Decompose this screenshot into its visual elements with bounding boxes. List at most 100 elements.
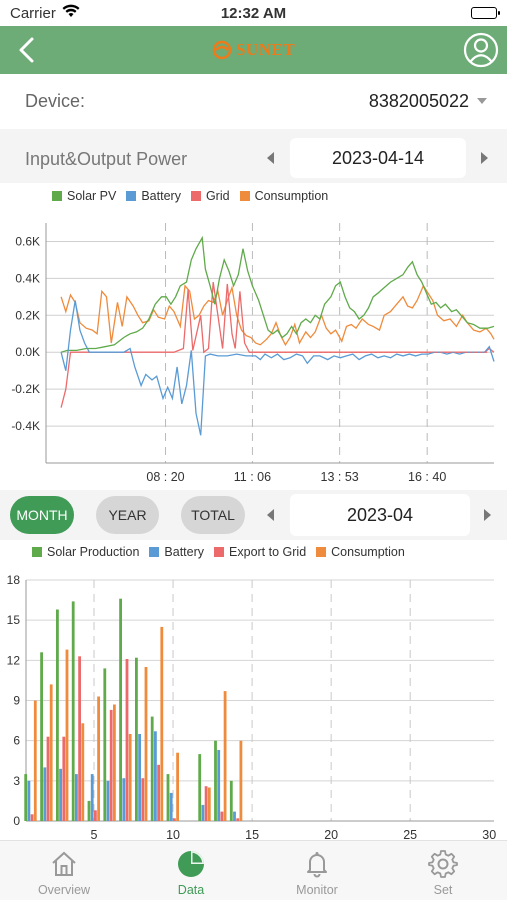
- y-tick-label: 18: [7, 573, 21, 587]
- bar-export-to-grid: [141, 778, 145, 821]
- bar-battery: [122, 778, 126, 821]
- series-line-solar-pv: [60, 235, 495, 353]
- x-tick-label: 5: [91, 828, 98, 840]
- total-button[interactable]: TOTAL: [181, 496, 245, 534]
- bar-export-to-grid: [157, 764, 160, 821]
- bar-consumption: [128, 734, 132, 821]
- bar-solar-production: [56, 609, 59, 821]
- y-tick-label: 0.4K: [15, 271, 40, 285]
- legend-solar-pv: Solar PV: [52, 189, 116, 203]
- dropdown-caret-icon[interactable]: [477, 98, 487, 104]
- bar-export-to-grid: [236, 818, 240, 821]
- prev-day-icon[interactable]: [267, 152, 274, 164]
- bar-solar-production: [198, 754, 202, 821]
- chevron-left-icon: [19, 37, 34, 63]
- clock: 12:32 AM: [220, 5, 287, 22]
- bottom-tab-bar: Overview Data Monitor Set: [0, 840, 507, 900]
- bar-export-to-grid: [78, 656, 81, 821]
- y-tick-label: 0.2K: [15, 308, 40, 322]
- next-day-icon[interactable]: [481, 152, 488, 164]
- legend-solar-production: Solar Production: [32, 545, 139, 559]
- carrier-label: Carrier: [10, 5, 56, 22]
- x-tick-label: 25: [403, 828, 417, 840]
- bar-export-to-grid: [204, 786, 208, 821]
- bar-battery: [233, 811, 236, 821]
- bar-consumption: [223, 691, 227, 821]
- tab-monitor[interactable]: Monitor: [262, 849, 372, 897]
- y-tick-label: 12: [7, 653, 21, 667]
- bar-solar-production: [119, 598, 122, 821]
- tab-overview[interactable]: Overview: [9, 849, 119, 897]
- bar-consumption: [176, 752, 179, 821]
- battery-icon: [471, 7, 500, 19]
- day-date-picker[interactable]: 2023-04-14: [290, 138, 466, 178]
- logo-text: SUNET: [236, 40, 296, 59]
- gear-icon: [428, 850, 458, 878]
- status-bar: Carrier 12:32 AM: [0, 0, 507, 26]
- device-selector[interactable]: Device: 8382005022: [0, 74, 507, 129]
- bar-consumption: [81, 723, 85, 821]
- legend-battery: Battery: [149, 545, 204, 559]
- back-button[interactable]: [14, 34, 40, 66]
- tab-set-label: Set: [433, 883, 453, 897]
- home-icon: [52, 851, 76, 876]
- tab-data-label: Data: [177, 883, 205, 897]
- bar-solar-production: [135, 657, 138, 821]
- tab-data[interactable]: Data: [136, 849, 246, 897]
- x-tick-label: 08 : 20: [146, 470, 184, 484]
- user-profile-button[interactable]: [463, 32, 499, 68]
- series-line-battery: [60, 300, 495, 436]
- bell-icon: [307, 852, 327, 878]
- bar-export-to-grid: [220, 811, 224, 821]
- bar-consumption: [239, 740, 243, 821]
- bar-export-to-grid: [109, 709, 113, 821]
- device-id[interactable]: 8382005022: [368, 91, 469, 111]
- bar-solar-production: [214, 740, 217, 821]
- x-tick-label: 16 : 40: [408, 470, 446, 484]
- bar-battery: [201, 804, 205, 821]
- month-date-picker[interactable]: 2023-04: [290, 494, 470, 536]
- next-month-icon[interactable]: [484, 509, 491, 521]
- bar-battery: [27, 780, 31, 821]
- bar-export-to-grid: [30, 814, 34, 821]
- bar-export-to-grid: [173, 818, 176, 821]
- bar-export-to-grid: [46, 736, 50, 821]
- legend-battery: Battery: [126, 189, 181, 203]
- bar-export-to-grid: [125, 659, 129, 821]
- x-tick-label: 15: [245, 828, 259, 840]
- bar-battery: [169, 792, 173, 821]
- bar-consumption: [97, 696, 100, 821]
- power-line-chart: Solar PV Battery Grid Consumption -0.4K -…: [0, 183, 507, 490]
- prev-month-icon[interactable]: [267, 509, 274, 521]
- legend-export-to-grid: Export to Grid: [214, 545, 306, 559]
- bar-battery: [75, 774, 78, 821]
- bar-solar-production: [87, 800, 91, 821]
- y-tick-label: 6: [13, 734, 20, 748]
- bar-battery: [43, 767, 47, 821]
- tab-overview-label: Overview: [37, 883, 91, 897]
- y-tick-label: -0.4K: [11, 419, 40, 433]
- tab-set[interactable]: Set: [388, 849, 498, 897]
- series-line-consumption: [60, 284, 495, 347]
- bar-battery: [59, 768, 62, 821]
- sunet-logo: SUNET: [212, 39, 295, 61]
- x-tick-label: 13 : 53: [321, 470, 359, 484]
- bar-battery: [106, 780, 110, 821]
- line-chart-plot: -0.4K -0.2K 0.0K 0.2K 0.4K 0.6K 08 : 20 11 : 06…: [11, 223, 495, 484]
- bar-battery: [154, 731, 157, 821]
- bar-chart-plot: 0 3 6 9 12 15 18 5 10 15 20 25 30: [7, 573, 497, 840]
- power-header: Input&Output Power 2023-04-14: [0, 133, 507, 183]
- bar-consumption: [49, 684, 53, 821]
- energy-bar-chart: Solar Production Battery Export to Grid …: [0, 540, 507, 840]
- year-button[interactable]: YEAR: [96, 496, 159, 534]
- bar-consumption: [65, 649, 69, 821]
- y-tick-label: 9: [13, 694, 20, 708]
- pie-chart-icon: [178, 851, 204, 877]
- bar-consumption: [113, 704, 116, 821]
- x-tick-label: 20: [324, 828, 338, 840]
- month-button[interactable]: MONTH: [10, 496, 74, 534]
- y-tick-label: -0.2K: [11, 382, 40, 396]
- bar-consumption: [207, 787, 211, 821]
- bar-solar-production: [40, 652, 43, 821]
- y-tick-label: 0: [13, 814, 20, 828]
